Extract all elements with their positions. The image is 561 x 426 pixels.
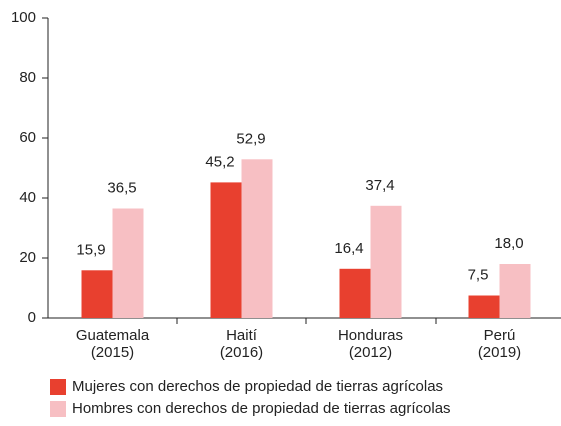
value-label: 16,4 xyxy=(334,240,363,257)
value-label: 45,2 xyxy=(205,153,234,170)
bar xyxy=(499,264,531,318)
legend-label: Mujeres con derechos de propiedad de tie… xyxy=(72,378,443,395)
y-tick-label: 80 xyxy=(19,69,36,86)
bar xyxy=(112,208,144,318)
value-label: 18,0 xyxy=(494,235,523,252)
value-label: 15,9 xyxy=(76,241,105,258)
legend-swatch xyxy=(50,379,66,395)
y-tick-label: 20 xyxy=(19,249,36,266)
y-tick-label: 40 xyxy=(19,189,36,206)
x-tick-label: Haití (2016) xyxy=(220,327,263,361)
x-tick-label: Perú (2019) xyxy=(478,327,521,361)
legend-label: Hombres con derechos de propiedad de tie… xyxy=(72,400,451,417)
bar xyxy=(81,270,113,318)
bar xyxy=(241,159,273,318)
value-label: 37,4 xyxy=(365,177,394,194)
bar xyxy=(468,295,500,318)
legend-swatch xyxy=(50,401,66,417)
value-label: 52,9 xyxy=(236,130,265,147)
bar xyxy=(210,182,242,318)
bar xyxy=(370,205,402,318)
y-tick-label: 0 xyxy=(28,309,36,326)
value-label: 7,5 xyxy=(468,266,489,283)
y-tick-label: 100 xyxy=(11,9,36,26)
x-tick-label: Honduras (2012) xyxy=(338,327,403,361)
x-tick-label: Guatemala (2015) xyxy=(76,327,150,361)
value-label: 36,5 xyxy=(107,179,136,196)
y-tick-label: 60 xyxy=(19,129,36,146)
bar xyxy=(339,268,371,318)
